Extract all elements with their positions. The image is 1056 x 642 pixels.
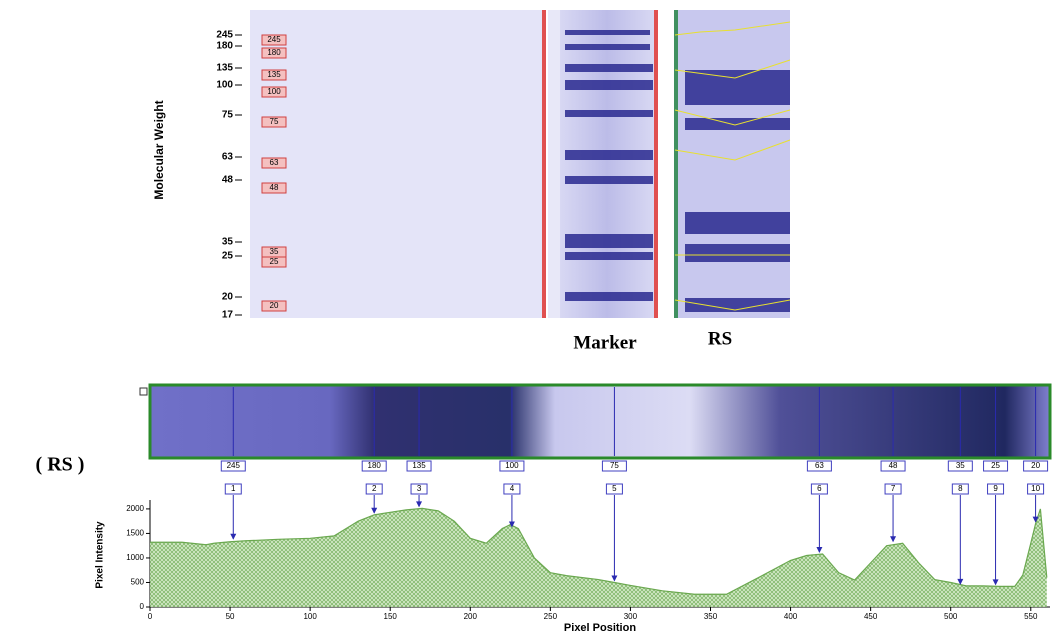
gel-tick-label: 20 (222, 292, 234, 303)
gel-tick-label: 25 (222, 251, 234, 262)
band-label: 100 (505, 461, 519, 470)
peak-label: 4 (510, 484, 515, 493)
band-label: 245 (227, 461, 241, 470)
peak-arrowhead (993, 579, 999, 585)
y-tick-label: 1500 (126, 529, 144, 538)
marker-box-label: 63 (270, 158, 279, 167)
marker-box-label: 35 (270, 247, 279, 256)
gel-tick-label: 180 (216, 41, 233, 52)
peak-label: 5 (612, 484, 617, 493)
marker-box-label: 245 (267, 35, 281, 44)
gel-tick-label: 75 (222, 110, 234, 121)
x-tick-label: 100 (303, 612, 317, 621)
gel-tick-label: 35 (222, 237, 234, 248)
peak-label: 9 (993, 484, 998, 493)
band-label: 35 (956, 461, 965, 470)
y-axis-label: Pixel Intensity (95, 521, 106, 589)
band-label: 25 (991, 461, 1000, 470)
peak-arrowhead (611, 575, 617, 581)
x-tick-label: 0 (148, 612, 153, 621)
marker-box-label: 100 (267, 87, 281, 96)
peak-label: 1 (231, 484, 236, 493)
peak-label: 8 (958, 484, 963, 493)
marker-box-label: 20 (270, 301, 279, 310)
x-tick-label: 50 (226, 612, 235, 621)
x-tick-label: 150 (384, 612, 398, 621)
gel-axis-label: Molecular Weight (152, 100, 166, 199)
band-label: 63 (815, 461, 824, 470)
peak-arrowhead (890, 536, 896, 542)
x-axis-label: Pixel Position (564, 622, 636, 634)
marker-box-label: 135 (267, 70, 281, 79)
x-tick-label: 200 (464, 612, 478, 621)
marker-box-label: 180 (267, 48, 281, 57)
strip-title: ( RS ) (36, 454, 85, 476)
marker-box-label: 25 (270, 257, 279, 266)
gel-tick-label: 100 (216, 80, 233, 91)
gel-tick-label: 135 (216, 63, 233, 74)
gel-tick-label: 63 (222, 152, 234, 163)
gel-tick-label: 17 (222, 310, 234, 321)
y-tick-label: 1000 (126, 553, 144, 562)
x-tick-label: 400 (784, 612, 798, 621)
y-tick-label: 500 (131, 578, 145, 587)
band-label: 135 (412, 461, 426, 470)
gel-image (250, 10, 790, 318)
marker-box-label: 75 (270, 117, 279, 126)
lane-label: RS (708, 328, 732, 349)
band-label: 75 (610, 461, 619, 470)
gel-tick-label: 245 (216, 30, 233, 41)
x-tick-label: 250 (544, 612, 558, 621)
marker-box-label: 48 (270, 183, 279, 192)
band-label: 180 (368, 461, 382, 470)
x-tick-label: 550 (1024, 612, 1038, 621)
y-tick-label: 2000 (126, 504, 144, 513)
x-tick-label: 500 (944, 612, 958, 621)
lane-strip (150, 385, 1050, 458)
lane-label: Marker (573, 332, 637, 353)
peak-label: 3 (417, 484, 422, 493)
peak-arrowhead (416, 501, 422, 507)
x-tick-label: 350 (704, 612, 718, 621)
x-tick-label: 300 (624, 612, 638, 621)
y-tick-label: 0 (140, 602, 145, 611)
x-tick-label: 450 (864, 612, 878, 621)
band-label: 20 (1031, 461, 1040, 470)
peak-arrowhead (230, 534, 236, 540)
peak-label: 2 (372, 484, 377, 493)
peak-label: 10 (1031, 484, 1040, 493)
peak-label: 6 (817, 484, 822, 493)
peak-arrowhead (371, 508, 377, 514)
strip-handle (140, 388, 147, 395)
peak-label: 7 (891, 484, 896, 493)
band-label: 48 (889, 461, 898, 470)
area (150, 508, 1047, 607)
gel-tick-label: 48 (222, 175, 234, 186)
figure: Molecular Weight Marker RS ( RS ) Pixel … (0, 0, 1056, 637)
peak-arrowhead (816, 547, 822, 553)
